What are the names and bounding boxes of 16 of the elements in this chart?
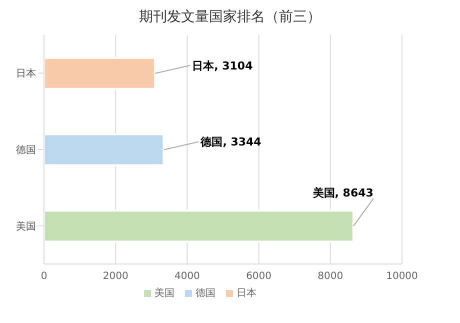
x-tick-label: 2000: [102, 271, 128, 282]
data-label: 日本, 3104: [192, 59, 254, 72]
legend-label: 德国: [196, 288, 216, 299]
y-tick-label: 德国: [16, 145, 36, 156]
legend-label: 美国: [154, 288, 174, 299]
y-tick-label: 美国: [16, 220, 36, 232]
x-tick-label: 6000: [246, 271, 272, 282]
x-tick-label: 10000: [386, 271, 418, 282]
data-label: 美国, 8643: [312, 186, 374, 200]
y-tick-label: 日本: [16, 68, 36, 80]
legend-label: 日本: [236, 288, 256, 299]
x-tick-label: 8000: [318, 271, 344, 282]
chart-title: 期刊发文量国家排名（前三）: [138, 8, 322, 26]
x-tick-label: 0: [40, 271, 48, 282]
data-label: 德国, 3344: [200, 136, 262, 149]
x-tick-label: 4000: [174, 271, 200, 282]
